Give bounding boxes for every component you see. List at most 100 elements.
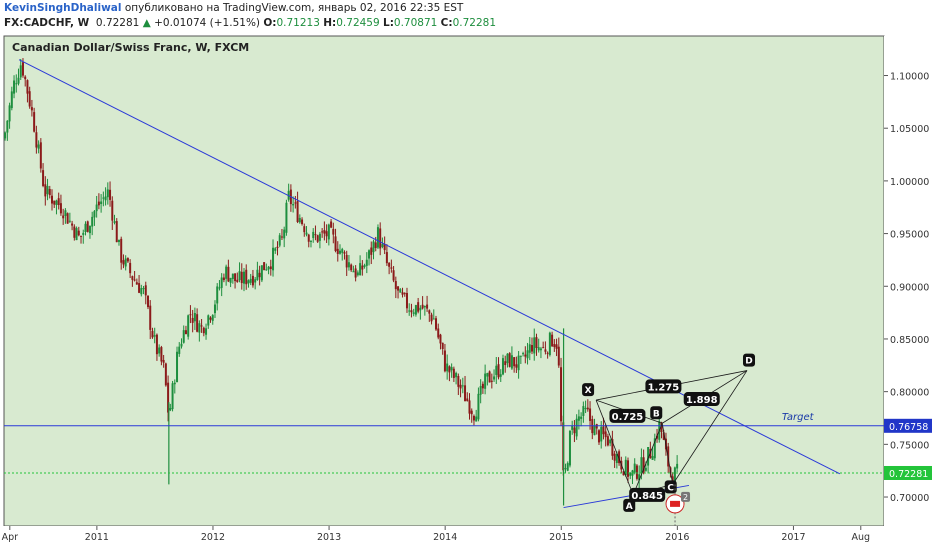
candle-body — [142, 288, 145, 290]
pattern-ratio-box — [683, 392, 720, 407]
time-axis[interactable] — [0, 526, 932, 550]
candle-body — [515, 364, 518, 368]
candle-body — [97, 201, 100, 206]
candle-body — [437, 328, 440, 338]
high-label: H: — [323, 17, 337, 29]
candle-body — [30, 107, 33, 111]
candle-body — [316, 235, 319, 242]
candle-body — [327, 224, 330, 240]
candle-body — [350, 264, 353, 271]
candle-body — [298, 217, 301, 223]
candle-body — [589, 408, 592, 421]
candle-body — [53, 200, 56, 205]
candle-body — [236, 279, 239, 283]
candle-body — [399, 289, 402, 293]
y-tick-label: 0.70000 — [890, 493, 929, 504]
candle-body — [508, 353, 511, 367]
candle-body — [115, 221, 118, 243]
candle-body — [553, 344, 556, 348]
candle-body — [495, 365, 498, 375]
chart-header: KevinSinghDhaliwal опубликовано на Tradi… — [0, 0, 932, 34]
x-tick-label: 2013 — [317, 532, 341, 543]
candle-body — [542, 347, 545, 349]
pattern-point-label: C — [667, 483, 674, 493]
publish-line: KevinSinghDhaliwal опубликовано на Tradi… — [4, 2, 463, 14]
candle-body — [519, 355, 522, 357]
candle-body — [568, 430, 571, 466]
candle-body — [144, 285, 147, 296]
candle-body — [39, 142, 42, 169]
candle-body — [95, 204, 98, 212]
candle-body — [477, 393, 480, 420]
candle-body — [388, 262, 391, 267]
pattern-point-label: D — [745, 357, 752, 367]
candle-body — [82, 232, 85, 235]
candle-body — [33, 112, 36, 132]
candle-body — [593, 425, 596, 436]
candle-body — [394, 281, 397, 290]
candle-body — [198, 323, 201, 333]
candle-body — [383, 244, 386, 251]
candle-body — [162, 359, 165, 363]
candle-body — [341, 249, 344, 253]
candle-body — [488, 371, 491, 383]
candle-body — [294, 202, 297, 204]
candle-body — [653, 438, 656, 459]
symbol-label[interactable]: FX:CADCHF, W — [4, 17, 90, 29]
candle-body — [231, 273, 234, 280]
candle-body — [423, 305, 426, 308]
pattern-leg-ab — [632, 423, 663, 496]
candle-body — [240, 271, 243, 284]
candle-body — [147, 295, 150, 308]
candle-body — [526, 350, 529, 359]
candle-body — [75, 228, 78, 241]
candle-body — [44, 184, 47, 197]
candle-body — [68, 220, 71, 222]
pattern-ratio-label: 1.898 — [686, 395, 718, 406]
candle-body — [517, 355, 520, 371]
candle-body — [140, 288, 143, 295]
last-price-value: 0.72281 — [889, 469, 928, 480]
candle-body — [122, 260, 125, 265]
candle-body — [66, 213, 69, 224]
price-axis[interactable] — [884, 36, 932, 526]
candle-body — [260, 265, 263, 281]
candle-body — [249, 278, 252, 283]
author-link[interactable]: KevinSinghDhaliwal — [4, 2, 122, 14]
plot-area[interactable] — [3, 35, 885, 527]
open-value: 0.71213 — [276, 17, 320, 29]
candle-body — [401, 292, 404, 295]
candle-body — [138, 283, 141, 293]
candle-body — [365, 259, 368, 266]
change-value: +0.01074 (+1.51%) — [154, 17, 261, 29]
candle-body — [490, 380, 493, 382]
candle-body — [359, 263, 362, 276]
candle-body — [86, 221, 89, 232]
candle-body — [633, 463, 636, 473]
candle-body — [309, 240, 312, 242]
pattern-point-label: A — [626, 502, 633, 512]
candle-body — [4, 132, 7, 139]
candle-body — [662, 432, 665, 440]
candle-body — [604, 431, 607, 438]
candle-body — [510, 355, 513, 369]
candle-body — [600, 426, 603, 442]
candle-body — [419, 307, 422, 311]
candle-body — [202, 327, 205, 334]
price-chart[interactable]: Canadian Dollar/Swiss Franc, W, FXCM 1.1… — [0, 34, 932, 550]
candle-body — [448, 366, 451, 373]
candle-body — [314, 234, 317, 236]
candle-body — [461, 385, 464, 387]
flag-icon-leaf — [670, 500, 681, 507]
y-tick-label: 0.85000 — [890, 335, 929, 346]
candle-body — [537, 347, 540, 351]
candle-body — [457, 376, 460, 387]
candle-body — [533, 337, 536, 354]
pattern-ratio-box — [645, 379, 682, 394]
candle-body — [225, 266, 228, 279]
pattern-point-x — [582, 383, 595, 397]
y-tick-label: 0.95000 — [890, 230, 929, 241]
candle-body — [184, 330, 187, 335]
candle-body — [372, 241, 375, 253]
candle-body — [272, 247, 275, 271]
